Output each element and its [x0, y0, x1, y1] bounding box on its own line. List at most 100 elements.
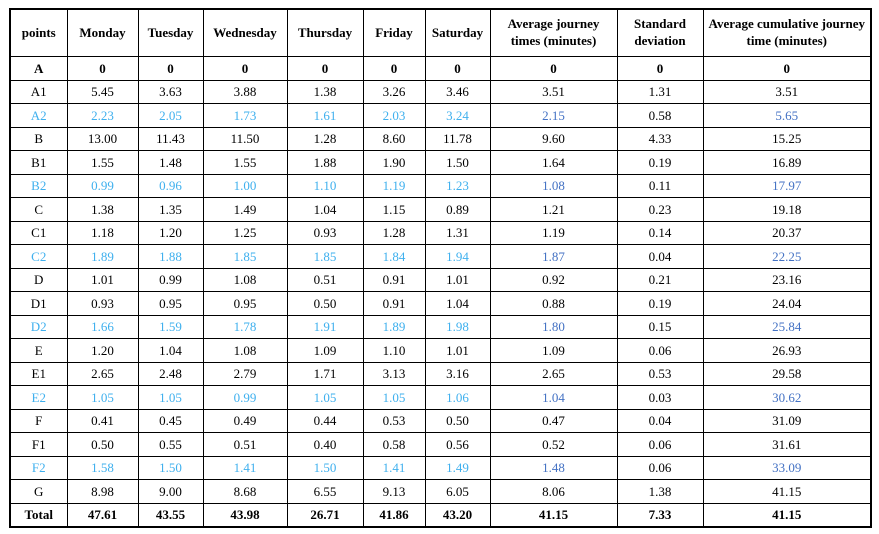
- cell-value: 43.55: [137, 502, 204, 528]
- row-label: D: [9, 267, 68, 292]
- cell-value: 0: [424, 56, 491, 81]
- cell-value: 0.96: [137, 173, 204, 198]
- row-label: E2: [9, 385, 68, 410]
- cell-value: 2.23: [66, 103, 139, 128]
- cell-value: 1.01: [66, 267, 139, 292]
- cell-value: 1.04: [489, 385, 618, 410]
- column-header: Wednesday: [202, 8, 288, 57]
- cell-value: 1.48: [137, 150, 204, 175]
- cell-value: 0.58: [616, 103, 704, 128]
- row-label: G: [9, 479, 68, 504]
- cell-value: 1.04: [286, 197, 364, 222]
- cell-value: 1.20: [66, 338, 139, 363]
- cell-value: 16.89: [702, 150, 872, 175]
- cell-value: 0.88: [489, 291, 618, 316]
- cell-value: 30.62: [702, 385, 872, 410]
- cell-value: 26.71: [286, 502, 364, 528]
- row-label: C2: [9, 244, 68, 269]
- row-label: F1: [9, 432, 68, 457]
- column-header: Average cumulative journey time (minutes…: [702, 8, 872, 57]
- cell-value: 1.61: [286, 103, 364, 128]
- cell-value: 13.00: [66, 126, 139, 151]
- cell-value: 1.10: [362, 338, 426, 363]
- cell-value: 20.37: [702, 220, 872, 245]
- cell-value: 1.19: [362, 173, 426, 198]
- cell-value: 0.04: [616, 408, 704, 433]
- cell-value: 1.91: [286, 314, 364, 339]
- column-header: Tuesday: [137, 8, 204, 57]
- cell-value: 0.58: [362, 432, 426, 457]
- column-header: Saturday: [424, 8, 491, 57]
- cell-value: 0: [66, 56, 139, 81]
- cell-value: 1.41: [202, 455, 288, 480]
- cell-value: 1.85: [202, 244, 288, 269]
- cell-value: 0.91: [362, 291, 426, 316]
- cell-value: 41.86: [362, 502, 426, 528]
- journey-times-table: points Monday Tuesday Wednesday Thursday Frid…: [9, 8, 872, 528]
- cell-value: 6.55: [286, 479, 364, 504]
- cell-value: 9.60: [489, 126, 618, 151]
- cell-value: 41.15: [489, 502, 618, 528]
- cell-value: 1.05: [66, 385, 139, 410]
- cell-value: 0.95: [137, 291, 204, 316]
- table-row: F 0.41 0.45 0.49 0.44 0.53 0.50 0.47 0.04 31.09: [9, 408, 872, 433]
- cell-value: 1.88: [137, 244, 204, 269]
- cell-value: 33.09: [702, 455, 872, 480]
- cell-value: 1.00: [202, 173, 288, 198]
- cell-value: 1.78: [202, 314, 288, 339]
- row-label: A1: [9, 79, 68, 104]
- table-row: B 13.00 11.43 11.50 1.28 8.60 11.78 9.60 4.33 15.…: [9, 126, 872, 151]
- cell-value: 0.06: [616, 338, 704, 363]
- row-label: B1: [9, 150, 68, 175]
- cell-value: 1.50: [286, 455, 364, 480]
- cell-value: 1.38: [66, 197, 139, 222]
- cell-value: 2.05: [137, 103, 204, 128]
- table-row: D 1.01 0.99 1.08 0.51 0.91 1.01 0.92 0.21 23.16: [9, 267, 872, 292]
- journey-times-table-container: points Monday Tuesday Wednesday Thursday Frid…: [9, 8, 872, 528]
- cell-value: 0.06: [616, 432, 704, 457]
- cell-value: 43.20: [424, 502, 491, 528]
- row-label: Total: [9, 502, 68, 528]
- cell-value: 0.47: [489, 408, 618, 433]
- cell-value: 1.50: [137, 455, 204, 480]
- cell-value: 1.80: [489, 314, 618, 339]
- cell-value: 1.23: [424, 173, 491, 198]
- cell-value: 0.19: [616, 291, 704, 316]
- cell-value: 0.49: [202, 408, 288, 433]
- cell-value: 3.24: [424, 103, 491, 128]
- cell-value: 1.28: [286, 126, 364, 151]
- table-body: A 0 0 0 0 0 0 0 0 0 A1 5.45 3.63 3.88 1.38 3.26 3.46 3.51…: [9, 56, 872, 528]
- cell-value: 1.49: [424, 455, 491, 480]
- cell-value: 0.45: [137, 408, 204, 433]
- column-header: Monday: [66, 8, 139, 57]
- cell-value: 41.15: [702, 479, 872, 504]
- cell-value: 3.46: [424, 79, 491, 104]
- cell-value: 0: [489, 56, 618, 81]
- cell-value: 43.98: [202, 502, 288, 528]
- cell-value: 8.60: [362, 126, 426, 151]
- cell-value: 0.40: [286, 432, 364, 457]
- row-label: B: [9, 126, 68, 151]
- row-label: F2: [9, 455, 68, 480]
- table-row: E 1.20 1.04 1.08 1.09 1.10 1.01 1.09 0.06 26.93: [9, 338, 872, 363]
- cell-value: 1.20: [137, 220, 204, 245]
- cell-value: 2.65: [66, 361, 139, 386]
- cell-value: 0.95: [202, 291, 288, 316]
- cell-value: 1.48: [489, 455, 618, 480]
- cell-value: 0.99: [202, 385, 288, 410]
- cell-value: 1.21: [489, 197, 618, 222]
- column-header: Standard deviation: [616, 8, 704, 57]
- row-label: F: [9, 408, 68, 433]
- cell-value: 17.97: [702, 173, 872, 198]
- table-row: F2 1.58 1.50 1.41 1.50 1.41 1.49 1.48 0.06 33.09: [9, 455, 872, 480]
- cell-value: 0.56: [424, 432, 491, 457]
- table-row: C2 1.89 1.88 1.85 1.85 1.84 1.94 1.87 0.04 22.25: [9, 244, 872, 269]
- cell-value: 1.55: [202, 150, 288, 175]
- cell-value: 1.49: [202, 197, 288, 222]
- cell-value: 0.11: [616, 173, 704, 198]
- cell-value: 1.98: [424, 314, 491, 339]
- cell-value: 22.25: [702, 244, 872, 269]
- cell-value: 2.65: [489, 361, 618, 386]
- cell-value: 1.15: [362, 197, 426, 222]
